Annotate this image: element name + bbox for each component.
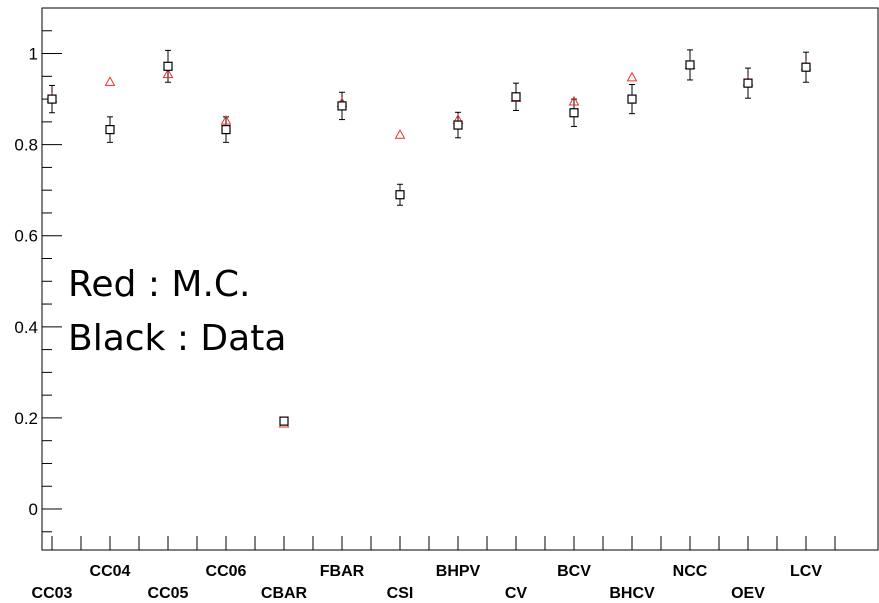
data-point-triangle — [220, 114, 232, 125]
data-point-triangle — [162, 68, 174, 79]
x-category-label: CC05 — [148, 585, 189, 602]
y-tick-label: 1 — [29, 45, 38, 64]
data-point-triangle — [394, 129, 406, 139]
y-axis-ticks — [42, 30, 62, 533]
x-category-label: BCV — [557, 563, 591, 580]
data-point-square — [453, 120, 463, 130]
x-category-label: NCC — [673, 563, 708, 580]
data-point-triangle — [568, 95, 580, 106]
data-point-square — [395, 190, 405, 200]
data-point-square — [801, 62, 811, 72]
data-point-square — [627, 94, 637, 104]
data-point-square — [569, 108, 579, 118]
x-axis-ticks — [51, 536, 836, 550]
plot-axes — [41, 7, 879, 551]
y-tick-label: 0.4 — [14, 318, 38, 337]
y-tick-label: 0.2 — [14, 409, 38, 428]
data-point-square — [337, 101, 347, 111]
annotation-data: Black : Data — [68, 318, 286, 359]
plot-frame — [41, 7, 879, 551]
y-tick-label: 0.8 — [14, 136, 38, 155]
x-category-label: OEV — [731, 585, 765, 602]
annotation-mc: Red : M.C. — [68, 264, 251, 305]
data-point-square — [47, 94, 57, 104]
data-point-square — [163, 61, 173, 71]
x-category-label: CC03 — [32, 585, 73, 602]
x-category-label: CC06 — [206, 563, 247, 580]
data-point-square — [105, 125, 115, 135]
y-tick-label: 0 — [29, 500, 38, 519]
data-point-square — [221, 125, 231, 135]
x-category-label: CV — [505, 585, 528, 602]
axis-labels: 0 0.2 0.4 0.6 0.8 1 CC03 CC04 CC05 CC06 CBAR FBAR CS… — [14, 45, 822, 602]
x-category-label: LCV — [790, 563, 822, 580]
x-category-label: FBAR — [320, 563, 365, 580]
data-point-triangle — [626, 71, 638, 82]
data-point-square — [279, 416, 289, 426]
error-bars — [49, 49, 809, 426]
y-tick-label: 0.6 — [14, 227, 38, 246]
x-category-label: CBAR — [261, 585, 308, 602]
x-category-label: CC04 — [90, 563, 131, 580]
data-point-square — [685, 60, 695, 70]
data-point-triangle — [104, 76, 116, 86]
data-point-square — [743, 78, 753, 88]
x-category-label: CSI — [387, 585, 414, 602]
x-category-label: BHCV — [609, 585, 655, 602]
x-category-label: BHPV — [436, 563, 481, 580]
data-markers — [46, 59, 812, 428]
data-point-square — [511, 92, 521, 102]
